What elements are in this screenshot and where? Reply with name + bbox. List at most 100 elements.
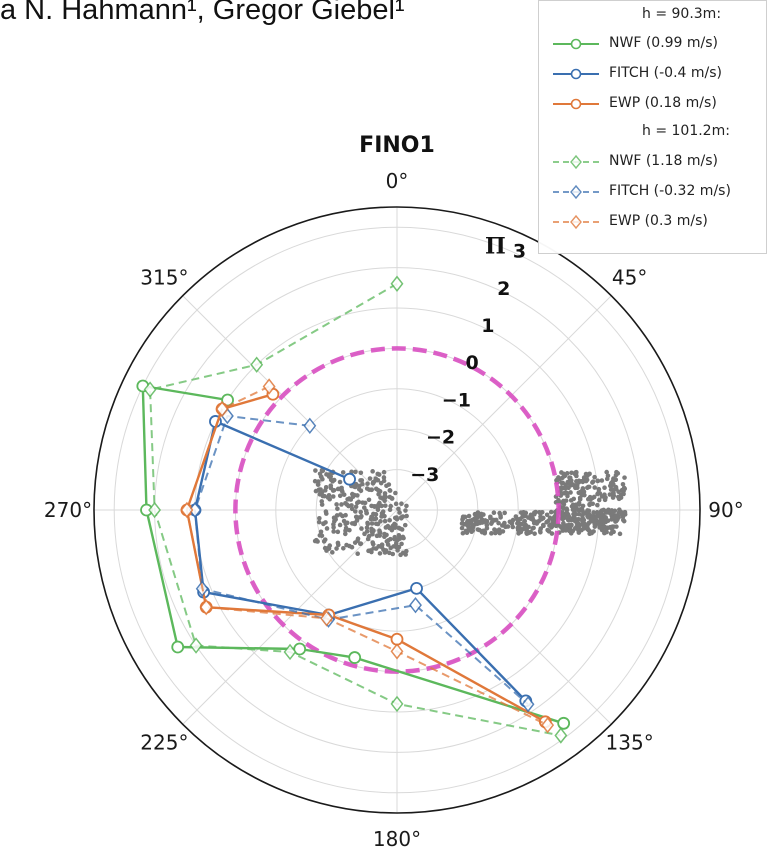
gray-point — [460, 530, 466, 536]
gray-point — [338, 512, 343, 517]
gray-point — [323, 520, 328, 525]
legend-swatch-ewp-101 — [553, 214, 599, 230]
legend-entry: FITCH (-0.32 m/s) — [539, 181, 768, 203]
gray-point — [596, 486, 602, 492]
gray-point — [377, 533, 383, 538]
radial-tick-label: 3 — [513, 241, 526, 263]
gray-point — [377, 551, 383, 556]
gray-point — [387, 517, 392, 523]
gray-point — [532, 511, 537, 517]
gray-point — [315, 482, 321, 487]
radial-grid-circle — [315, 428, 479, 592]
gray-point — [349, 503, 354, 508]
gray-point — [383, 525, 389, 530]
gray-point — [370, 540, 375, 545]
angle-tick-label: 315° — [140, 265, 188, 289]
gray-point — [491, 510, 497, 516]
gray-point — [391, 544, 397, 549]
angle-tick-label: 225° — [140, 731, 188, 755]
gray-point — [337, 493, 343, 499]
gray-point — [370, 481, 376, 486]
gray-point — [596, 497, 602, 503]
gray-point — [532, 531, 537, 536]
gray-point — [489, 531, 494, 536]
gray-point — [396, 533, 402, 538]
gray-point — [312, 478, 318, 484]
gray-point — [587, 471, 592, 477]
data-point — [283, 643, 297, 661]
radial-axis-label: Π — [485, 233, 506, 259]
gray-point — [585, 525, 590, 530]
gray-point — [560, 516, 566, 522]
gray-point — [316, 487, 322, 493]
gray-point — [576, 500, 582, 506]
gray-point — [583, 478, 589, 484]
data-point — [390, 695, 404, 713]
gray-point — [475, 514, 480, 520]
radial-tick-label: 0 — [466, 352, 479, 374]
legend-swatch-fitch-101 — [553, 184, 599, 200]
gray-point — [369, 503, 374, 509]
data-point — [390, 275, 404, 292]
gray-point — [362, 531, 367, 537]
radial-tick-label: −1 — [442, 389, 471, 411]
gray-point — [352, 484, 358, 490]
gray-point — [339, 502, 344, 507]
gray-point — [382, 518, 388, 524]
gray-point — [518, 510, 524, 515]
gray-point — [318, 529, 324, 535]
data-point — [320, 610, 334, 627]
gray-point — [365, 520, 370, 526]
gray-point — [620, 481, 626, 487]
angle-tick-label: 180° — [373, 827, 421, 851]
radial-gridline — [396, 509, 612, 725]
gray-point — [561, 501, 567, 507]
gray-point — [581, 517, 587, 523]
gray-point — [381, 547, 386, 553]
gray-point — [591, 529, 596, 534]
gray-point — [316, 519, 322, 525]
gray-point — [576, 490, 582, 496]
gray-point — [387, 507, 393, 512]
gray-point — [399, 527, 405, 532]
gray-point — [366, 497, 372, 503]
gray-point — [604, 469, 609, 475]
gray-point — [313, 468, 318, 473]
gray-point — [580, 508, 585, 514]
gray-point — [544, 519, 549, 525]
gray-point — [330, 550, 335, 555]
polar-frame — [93, 206, 701, 814]
gray-point — [466, 513, 472, 519]
gray-point — [573, 511, 579, 517]
legend-swatch-ewp-90 — [553, 98, 599, 110]
data-point — [215, 400, 229, 418]
gray-point — [610, 528, 615, 534]
gray-point — [369, 529, 375, 534]
radial-gridline — [182, 295, 398, 511]
gray-point — [482, 530, 488, 536]
gray-point — [500, 529, 506, 534]
series-line-ewp-solid — [185, 393, 546, 723]
data-point — [250, 356, 264, 373]
angle-tick-label: 135° — [606, 731, 654, 755]
gray-point — [356, 499, 362, 505]
gray-point — [327, 496, 332, 502]
gray-point — [336, 542, 341, 548]
data-point — [541, 716, 555, 734]
gray-point — [378, 480, 384, 486]
gray-point — [393, 501, 399, 507]
gray-point — [459, 525, 465, 531]
gray-point — [396, 506, 401, 512]
legend-header: h = 90.3m: — [642, 6, 722, 22]
gray-point — [602, 485, 607, 491]
gray-point — [320, 468, 326, 474]
data-point — [143, 381, 157, 398]
gray-point — [547, 515, 553, 521]
gray-point — [404, 513, 409, 519]
gray-point — [373, 512, 379, 517]
gray-point — [373, 521, 379, 527]
gray-point — [318, 474, 324, 480]
gray-point — [366, 548, 371, 554]
gray-point — [579, 527, 584, 533]
data-point — [148, 501, 162, 519]
